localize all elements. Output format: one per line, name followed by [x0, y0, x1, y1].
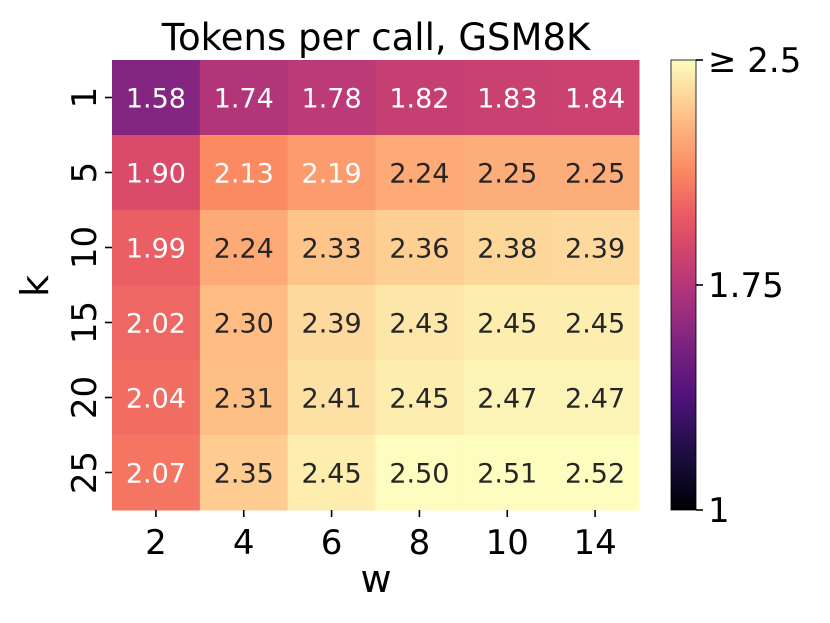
x-axis-label: w: [360, 557, 391, 601]
heatmap-cell: [112, 360, 201, 436]
heatmap-cell: [375, 135, 464, 211]
heatmap-cell: [112, 285, 201, 361]
cell-value-label: 1.83: [477, 84, 537, 115]
y-axis-label: k: [13, 275, 57, 297]
cell-value-label: 1.82: [389, 84, 449, 115]
cell-value-label: 2.33: [302, 234, 362, 265]
cell-value-label: 1.78: [302, 84, 362, 115]
heatmap-cell: [199, 360, 289, 436]
y-tick-label: 25: [65, 451, 105, 494]
x-tick-label: 2: [145, 523, 167, 563]
heatmap-cell: [551, 360, 640, 436]
heatmap-cell: [112, 435, 201, 511]
heatmap-cell: [287, 135, 376, 211]
y-tick-label: 5: [65, 162, 105, 184]
cell-value-label: 2.51: [477, 459, 537, 490]
cell-value-label: 2.25: [565, 159, 625, 190]
heatmap-cell: [199, 435, 289, 511]
x-tick-label: 4: [233, 523, 255, 563]
heatmap-cell: [551, 285, 640, 361]
cell-value-label: 1.84: [565, 84, 625, 115]
y-tick-label: 1: [65, 87, 105, 109]
heatmap-cell: [287, 60, 376, 136]
cell-value-label: 2.24: [389, 159, 449, 190]
colorbar-gradient: [670, 59, 697, 511]
heatmap-cell: [463, 360, 552, 436]
cell-value-label: 2.52: [565, 459, 625, 490]
y-tick-label: 20: [65, 376, 105, 419]
cell-value-label: 2.04: [126, 384, 186, 415]
heatmap-cell: [463, 210, 552, 286]
x-tick-label: 6: [321, 523, 343, 563]
x-tick-label: 10: [486, 523, 529, 563]
cell-value-label: 2.02: [126, 309, 186, 340]
heatmap-cell: [287, 360, 376, 436]
cell-value-label: 2.45: [565, 309, 625, 340]
cell-value-label: 2.19: [302, 159, 362, 190]
cell-value-label: 1.99: [126, 234, 186, 265]
cell-value-label: 2.45: [302, 459, 362, 490]
heatmap-cell: [112, 135, 201, 211]
colorbar-tick-label: ≥ 2.5: [708, 41, 801, 81]
cell-value-label: 2.47: [565, 384, 625, 415]
y-tick-label: 15: [65, 301, 105, 344]
cell-value-label: 2.47: [477, 384, 537, 415]
colorbar-tick-label: 1.75: [708, 266, 784, 306]
cell-value-label: 2.13: [214, 159, 274, 190]
heatmap-cell: [463, 60, 552, 136]
heatmap-cell: [375, 435, 464, 511]
heatmap-cell: [551, 135, 640, 211]
cell-value-label: 2.39: [565, 234, 625, 265]
heatmap-cell: [287, 210, 376, 286]
colorbar: 1 1.75 ≥ 2.5: [670, 41, 801, 531]
heatmap-value-labels: 1.58 1.74 1.78 1.82 1.83 1.84 1.90 2.13 2.19 2.24…: [126, 84, 625, 490]
x-axis-ticks: 2 4 6 8 10 14: [145, 510, 617, 563]
cell-value-label: 2.31: [214, 384, 274, 415]
heatmap-cell: [375, 60, 464, 136]
cell-value-label: 2.24: [214, 234, 274, 265]
heatmap-cell: [199, 285, 289, 361]
heatmap-cell: [463, 285, 552, 361]
heatmap-cells: [112, 60, 640, 511]
heatmap-cell: [375, 360, 464, 436]
cell-value-label: 2.45: [389, 384, 449, 415]
heatmap-cell: [551, 435, 640, 511]
heatmap-cell: [551, 60, 640, 136]
cell-value-label: 2.41: [302, 384, 362, 415]
cell-value-label: 2.38: [477, 234, 537, 265]
x-tick-label: 8: [409, 523, 431, 563]
heatmap-cell: [551, 210, 640, 286]
heatmap-cell: [199, 135, 289, 211]
chart-title: Tokens per call, GSM8K: [161, 16, 592, 59]
heatmap-cell: [112, 210, 201, 286]
x-tick-label: 14: [573, 523, 616, 563]
heatmap-cell: [287, 285, 376, 361]
cell-value-label: 2.30: [214, 309, 274, 340]
cell-value-label: 2.39: [302, 309, 362, 340]
heatmap-cell: [463, 435, 552, 511]
cell-value-label: 2.50: [389, 459, 449, 490]
heatmap-cell: [375, 285, 464, 361]
cell-value-label: 2.35: [214, 459, 274, 490]
heatmap-cell: [287, 435, 376, 511]
heatmap-cell: [199, 60, 289, 136]
cell-value-label: 1.74: [214, 84, 274, 115]
cell-value-label: 1.90: [126, 159, 186, 190]
y-tick-label: 10: [65, 226, 105, 269]
colorbar-tick-label: 1: [708, 491, 730, 531]
cell-value-label: 2.36: [389, 234, 449, 265]
heatmap-cell: [375, 210, 464, 286]
cell-value-label: 2.43: [389, 309, 449, 340]
cell-value-label: 2.45: [477, 309, 537, 340]
heatmap-cell: [112, 60, 201, 136]
heatmap-cell: [199, 210, 289, 286]
cell-value-label: 1.58: [126, 84, 186, 115]
heatmap-cell: [463, 135, 552, 211]
cell-value-label: 2.07: [126, 459, 186, 490]
cell-value-label: 2.25: [477, 159, 537, 190]
